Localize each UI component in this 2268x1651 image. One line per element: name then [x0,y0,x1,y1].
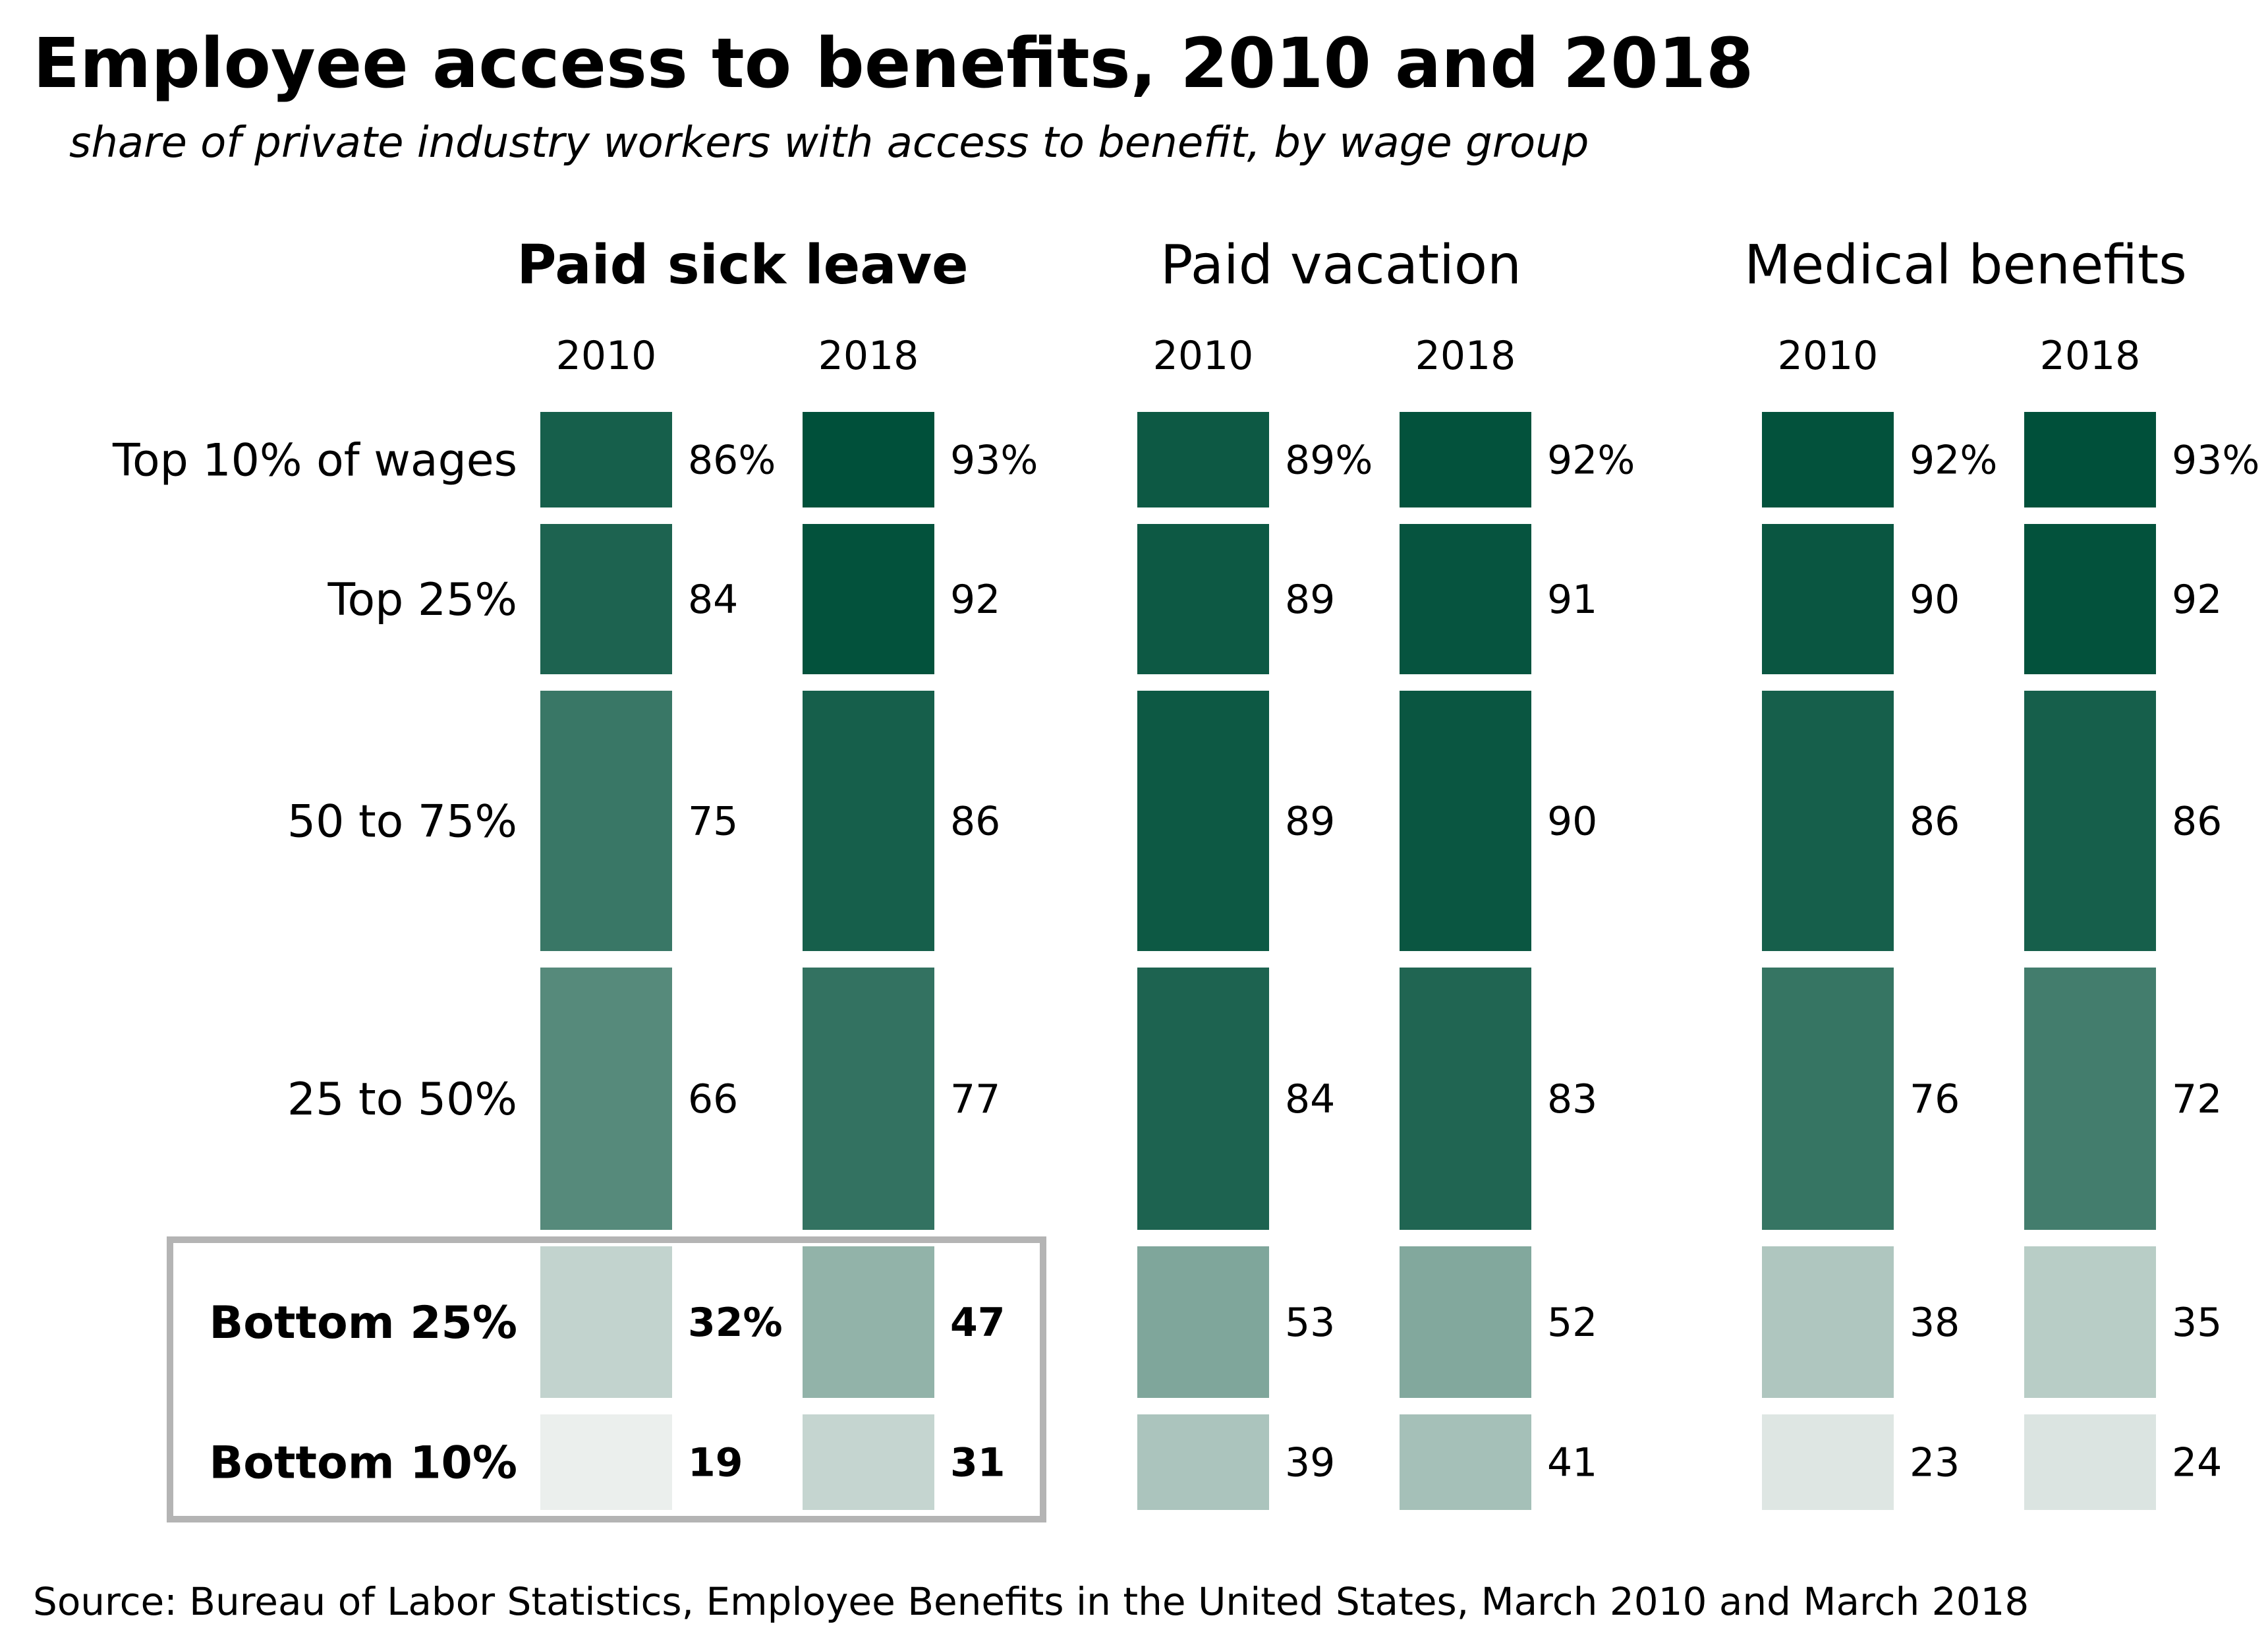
value-label: 24 [2172,1440,2222,1486]
source-note: Source: Bureau of Labor Statistics, Empl… [33,1579,2029,1624]
heat-cell [2024,1414,2156,1510]
heat-cell [1137,968,1269,1230]
row-label-top-10-of-wages: Top 10% of wages [112,435,517,487]
value-label: 92% [1910,438,1997,484]
row-label-bottom-25: Bottom 25% [209,1297,517,1349]
heat-cell [540,524,672,674]
chart-body: Top 10% of wages Top 25% 50 to 75% 25 to 50… [112,234,2259,1522]
heat-cell [540,1414,672,1510]
value-label: 89 [1285,577,1335,623]
value-label: 53 [1285,1300,1335,1346]
value-label: 39 [1285,1440,1335,1486]
heat-cell [803,524,934,674]
year-label: 2018 [1415,333,1516,379]
heat-cell [1137,691,1269,951]
value-label: 86 [1910,799,1960,845]
heat-cell [540,691,672,951]
heat-cell [2024,412,2156,507]
year-label: 2018 [2040,333,2141,379]
chart-title: Employee access to benefits, 2010 and 20… [33,23,1753,103]
value-label: 86 [2172,799,2222,845]
value-label: 91 [1547,577,1597,623]
value-label: 19 [688,1440,743,1486]
value-label: 47 [950,1300,1006,1346]
value-label: 92% [1547,438,1635,484]
value-label: 90 [1547,799,1597,845]
value-label: 38 [1910,1300,1960,1346]
heat-cell [1762,1414,1894,1510]
heat-cell [1762,968,1894,1230]
panel-title-paid-sick-leave: Paid sick leave [517,234,968,297]
value-label: 52 [1547,1300,1597,1346]
value-label: 35 [2172,1300,2222,1346]
heat-cell [2024,1246,2156,1398]
value-label: 66 [688,1076,738,1122]
highlight-box [167,1236,1046,1522]
heat-cell [1762,412,1894,507]
value-label: 84 [1285,1076,1335,1122]
value-label: 84 [688,577,738,623]
heat-cell [1400,968,1531,1230]
heat-cell [803,412,934,507]
row-label-25-to-50: 25 to 50% [287,1074,517,1126]
value-label: 90 [1910,577,1960,623]
heat-cell [540,1246,672,1398]
heat-cell [2024,968,2156,1230]
heat-cell [1762,524,1894,674]
year-label: 2010 [1153,333,1254,379]
year-label: 2018 [818,333,919,379]
value-label: 92 [2172,577,2222,623]
value-label: 83 [1547,1076,1597,1122]
panel-title-medical-benefits: Medical benefits [1744,234,2187,297]
heat-cell [1400,412,1531,507]
value-label: 89% [1285,438,1373,484]
chart-subtitle: share of private industry workers with a… [69,119,1589,167]
value-label: 41 [1547,1440,1597,1486]
value-label: 72 [2172,1076,2222,1122]
value-label: 23 [1910,1440,1960,1486]
heat-cell [2024,524,2156,674]
heat-cell [1400,691,1531,951]
heat-cell [1762,1246,1894,1398]
heat-cell [1400,524,1531,674]
year-label: 2010 [1778,333,1879,379]
heat-cell [1400,1246,1531,1398]
year-label: 2010 [556,333,657,379]
value-label: 31 [950,1440,1006,1486]
heat-cell [1137,1414,1269,1510]
value-label: 86 [950,799,1000,845]
heat-cell [2024,691,2156,951]
value-label: 76 [1910,1076,1960,1122]
value-label: 32% [688,1300,783,1346]
heat-cell [540,968,672,1230]
row-label-50-to-75: 50 to 75% [287,796,517,848]
value-label: 89 [1285,799,1335,845]
heat-cell [1137,524,1269,674]
panel-title-paid-vacation: Paid vacation [1160,234,1521,297]
heat-cell [1137,412,1269,507]
heat-cell [1400,1414,1531,1510]
heat-cell [1137,1246,1269,1398]
row-label-bottom-10: Bottom 10% [209,1437,517,1490]
value-label: 86% [688,438,776,484]
row-label-top-25: Top 25% [327,574,517,626]
heat-cell [803,1414,934,1510]
value-label: 77 [950,1076,1000,1122]
heat-cell [803,1246,934,1398]
heat-cell [803,691,934,951]
value-label: 92 [950,577,1000,623]
value-label: 93% [2172,438,2259,484]
heat-cell [1762,691,1894,951]
value-label: 93% [950,438,1038,484]
heat-cell [803,968,934,1230]
heat-cell [540,412,672,507]
value-label: 75 [688,799,738,845]
